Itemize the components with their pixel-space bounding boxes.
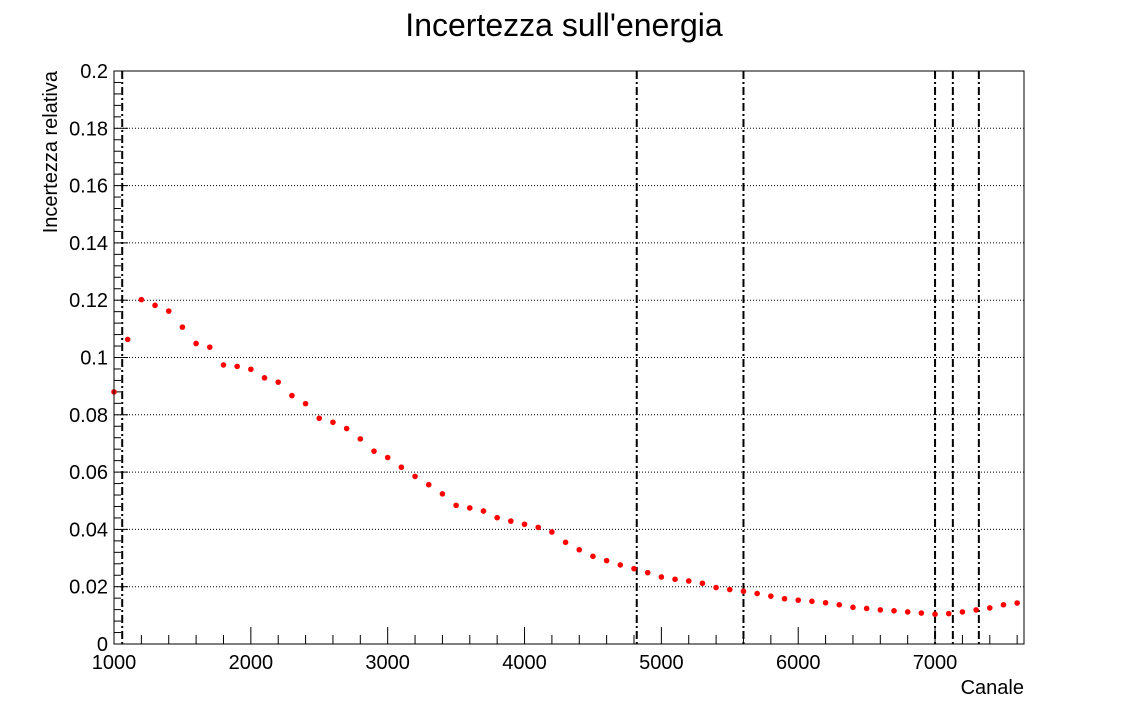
y-tick-label: 0.04 <box>69 519 108 541</box>
y-tick-label: 0 <box>97 634 108 656</box>
data-point <box>412 473 418 480</box>
data-point <box>576 546 583 553</box>
y-tick-label: 0.08 <box>69 405 108 427</box>
data-point <box>740 588 747 595</box>
y-tick-label: 0.16 <box>69 176 108 198</box>
data-point <box>850 604 856 611</box>
data-point <box>959 609 966 615</box>
data-point <box>713 584 719 591</box>
data-point <box>206 344 213 350</box>
x-tick-label: 3000 <box>365 652 410 674</box>
data-point <box>932 611 938 618</box>
data-point <box>439 491 446 497</box>
data-point <box>398 464 405 471</box>
data-point <box>480 508 487 514</box>
data-point <box>795 597 802 603</box>
x-tick-label: 5000 <box>639 652 684 674</box>
data-point <box>138 296 145 303</box>
data-point <box>357 436 364 442</box>
data-point <box>152 302 158 309</box>
x-tick-label: 1000 <box>92 652 137 674</box>
data-point <box>508 518 514 524</box>
x-tick-label: 4000 <box>502 652 547 674</box>
x-tick-label: 6000 <box>776 652 821 674</box>
data-point <box>275 379 282 385</box>
data-point <box>453 502 459 509</box>
x-tick-label: 2000 <box>229 652 274 674</box>
data-point <box>672 576 678 583</box>
points-layer <box>111 296 1020 618</box>
data-point <box>343 425 350 432</box>
data-point <box>631 565 637 572</box>
data-point <box>685 578 692 584</box>
data-point <box>590 553 596 560</box>
data-point <box>726 586 733 593</box>
data-point <box>836 601 843 608</box>
tick-labels-layer: 0 0.02 0.04 0.06 0.08 0.1 0.12 0.14 0.16 0.18 0.2 1… <box>69 61 957 674</box>
data-point <box>124 336 131 343</box>
data-point <box>617 562 624 568</box>
data-point <box>234 363 240 370</box>
data-point <box>768 593 774 599</box>
data-point <box>877 607 884 613</box>
data-point <box>644 569 651 576</box>
x-tick-label: 7000 <box>913 652 958 674</box>
y-tick-label: 0.18 <box>69 118 108 140</box>
data-point <box>302 400 309 407</box>
data-point <box>1000 601 1007 608</box>
x-axis-label: Canale <box>961 677 1024 699</box>
data-point <box>973 607 979 613</box>
data-point <box>425 481 432 488</box>
data-point <box>863 605 870 612</box>
data-point <box>248 366 254 373</box>
data-point <box>179 324 186 330</box>
data-point <box>220 362 227 368</box>
data-point <box>330 419 336 426</box>
data-point <box>904 609 911 615</box>
data-point <box>1014 600 1020 606</box>
data-point <box>822 599 829 606</box>
data-point <box>986 605 993 611</box>
data-point <box>494 514 500 521</box>
data-point <box>781 595 788 602</box>
data-point <box>658 574 665 580</box>
data-point <box>289 392 295 399</box>
data-point <box>165 308 172 314</box>
data-point <box>754 590 760 597</box>
data-point <box>603 557 610 564</box>
y-tick-label: 0.2 <box>80 61 108 83</box>
data-point <box>891 607 897 614</box>
chart-title: Incertezza sull'energia <box>405 7 723 43</box>
y-tick-label: 0.14 <box>69 233 108 255</box>
data-point <box>562 539 569 546</box>
y-tick-label: 0.06 <box>69 462 108 484</box>
data-point <box>371 448 377 454</box>
data-point <box>549 529 555 535</box>
y-tick-label: 0.12 <box>69 290 108 312</box>
y-axis-label: Incertezza relativa <box>40 70 62 233</box>
data-point <box>918 610 925 616</box>
data-point <box>261 375 268 381</box>
data-point <box>466 505 473 511</box>
data-point <box>535 524 542 531</box>
data-point <box>699 580 706 587</box>
plot-frame <box>113 70 1025 645</box>
ticks-layer <box>113 70 1018 645</box>
y-tick-label: 0.02 <box>69 577 108 599</box>
data-point <box>521 521 528 528</box>
data-point <box>809 598 815 605</box>
data-point <box>316 415 323 422</box>
data-point <box>193 340 199 347</box>
y-tick-label: 0.1 <box>80 348 108 370</box>
data-point <box>945 610 952 617</box>
data-point <box>384 454 391 461</box>
